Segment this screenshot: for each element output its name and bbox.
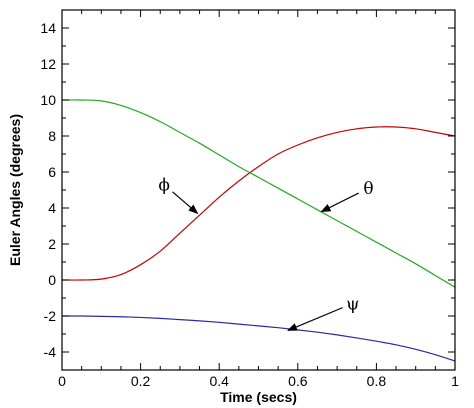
y-tick-label: 14	[40, 20, 56, 36]
x-tick-label: 0	[58, 373, 66, 389]
x-tick-label: 1	[451, 373, 459, 389]
y-tick-label: -4	[44, 344, 57, 360]
theta-arrow	[320, 192, 359, 213]
phi-arrow	[172, 191, 199, 215]
y-tick-label: 10	[40, 92, 56, 108]
y-axis-title: Euler Angles (degrees)	[7, 114, 23, 266]
psi-label: ψ	[346, 294, 359, 314]
x-axis-ticks: 0 0.2 0.4 0.6 0.8 1	[58, 10, 459, 389]
y-tick-label: 12	[40, 56, 56, 72]
theta-series-line	[61, 126, 456, 281]
plot-frame	[61, 9, 456, 371]
y-tick-label: 2	[48, 236, 56, 252]
phi-label: ϕ	[158, 176, 170, 196]
x-tick-label: 0.4	[209, 373, 229, 389]
plot-annotations: ϕ θ ψ	[158, 176, 374, 331]
y-tick-label: 8	[48, 128, 56, 144]
x-tick-label: 0.6	[288, 373, 308, 389]
y-axis-ticks: -4 -2 0 2 4 6 8 10 12 14	[40, 9, 455, 371]
psi-series-line	[61, 315, 456, 362]
x-tick-label: 0.8	[367, 373, 387, 389]
y-tick-label: 6	[48, 164, 56, 180]
y-tick-label: -2	[44, 308, 57, 324]
plot-series	[61, 99, 456, 362]
y-tick-label: 0	[48, 272, 56, 288]
theta-label: θ	[363, 179, 373, 199]
x-axis-title: Time (secs)	[220, 389, 297, 405]
psi-arrow	[287, 307, 343, 331]
phi-series-line	[61, 99, 456, 288]
x-tick-label: 0.2	[131, 373, 151, 389]
y-tick-label: 4	[48, 200, 56, 216]
